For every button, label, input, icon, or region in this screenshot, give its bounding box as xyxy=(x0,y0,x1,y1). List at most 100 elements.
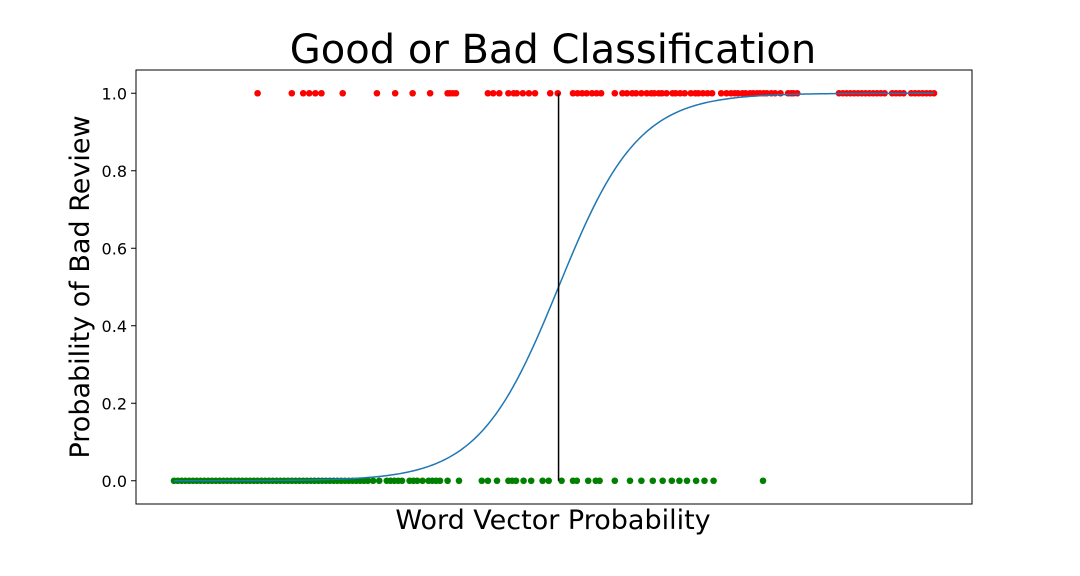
good-review-point xyxy=(573,477,581,485)
bad-review-point xyxy=(734,89,742,97)
bad-review-point xyxy=(254,89,261,97)
bad-review-point xyxy=(651,89,658,97)
bad-review-point xyxy=(531,89,539,97)
bad-review-point xyxy=(452,89,460,97)
bad-review-point xyxy=(623,89,631,97)
bad-review-point xyxy=(742,89,749,97)
good-review-point xyxy=(369,477,377,485)
bad-review-point xyxy=(588,89,596,97)
good-review-point xyxy=(419,477,426,485)
bad-review-point xyxy=(619,89,626,97)
good-review-point xyxy=(527,477,535,485)
good-review-point xyxy=(398,477,406,485)
bad-review-point xyxy=(583,89,590,97)
good-review-point xyxy=(539,477,546,485)
good-review-point xyxy=(478,477,486,485)
axes-frame xyxy=(135,69,973,505)
bad-review-point xyxy=(578,89,586,97)
bad-review-point xyxy=(574,89,581,97)
good-review-point xyxy=(676,477,683,485)
bad-review-point xyxy=(505,89,512,97)
bad-review-point xyxy=(643,89,651,97)
y-tick-label: 0.4 xyxy=(102,317,127,336)
good-review-point xyxy=(444,477,451,485)
bad-review-point xyxy=(793,89,801,97)
y-tick-label: 0.6 xyxy=(102,239,127,258)
bad-review-point xyxy=(554,89,562,97)
y-tick-label: 0.8 xyxy=(102,162,127,181)
good-review-point xyxy=(649,477,657,485)
bad-review-point xyxy=(593,89,600,97)
good-review-point xyxy=(493,477,501,485)
good-review-point xyxy=(484,477,492,485)
bad-review-point xyxy=(569,89,577,97)
bad-review-point xyxy=(525,89,533,97)
good-review-point xyxy=(638,477,645,485)
bad-review-point xyxy=(632,89,640,97)
bad-review-point xyxy=(299,89,307,97)
bad-review-point xyxy=(704,89,711,97)
y-tick-label: 0.0 xyxy=(102,472,127,491)
bad-review-point xyxy=(318,89,325,97)
good-review-point xyxy=(436,477,444,485)
bad-review-point xyxy=(426,89,434,97)
y-tick-label: 0.2 xyxy=(102,394,127,413)
plot-area xyxy=(170,89,938,485)
bad-review-point xyxy=(288,89,296,97)
bad-review-point xyxy=(489,89,497,97)
axes xyxy=(135,69,973,505)
x-axis-label: Word Vector Probability xyxy=(395,505,710,536)
bad-review-point xyxy=(672,89,679,97)
bad-review-point xyxy=(687,89,695,97)
good-review-point xyxy=(611,477,619,485)
y-tick-label: 1.0 xyxy=(102,84,127,103)
good-review-point xyxy=(558,477,565,485)
good-review-point xyxy=(584,477,592,485)
bad-review-point xyxy=(373,89,381,97)
good-review-point xyxy=(455,477,463,485)
bad-review-point xyxy=(708,89,716,97)
y-axis-label: Probability of Bad Review xyxy=(65,115,96,458)
good-review-point xyxy=(626,477,634,485)
good-review-point xyxy=(364,477,372,485)
bad-review-point xyxy=(391,89,399,97)
good-review-point xyxy=(520,477,527,485)
bad-review-point xyxy=(681,89,689,97)
bad-review-point xyxy=(663,89,670,97)
good-review-point xyxy=(413,477,421,485)
good-review-point xyxy=(375,477,383,485)
bad-review-point xyxy=(305,89,313,97)
bad-review-point xyxy=(723,89,730,97)
logistic-curve xyxy=(174,92,934,482)
bad-review-point xyxy=(513,89,521,97)
bad-review-point xyxy=(484,89,492,97)
good-review-point xyxy=(545,477,552,485)
bad-review-point xyxy=(658,89,666,97)
good-review-point xyxy=(710,477,717,485)
bad-review-point xyxy=(717,89,725,97)
bad-review-point xyxy=(519,89,527,97)
bad-review-point xyxy=(339,89,347,97)
good-review-point xyxy=(596,477,603,485)
bad-review-point xyxy=(695,89,702,97)
y-axis-ticks: 0.0 0.2 0.4 0.6 0.8 1.0 xyxy=(102,84,136,491)
bad-review-point xyxy=(699,89,707,97)
bad-review-point xyxy=(495,89,503,97)
bad-review-point xyxy=(611,89,619,97)
good-review-point xyxy=(659,477,666,485)
good-review-point xyxy=(701,477,708,485)
bad-review-point xyxy=(409,89,416,97)
bad-review-point xyxy=(312,89,319,97)
bad-review-point xyxy=(597,89,605,97)
bad-review-point xyxy=(546,89,554,97)
bad-review-point xyxy=(676,89,684,97)
bad-review-point xyxy=(638,89,645,97)
good-review-point xyxy=(512,477,520,485)
good-review-point xyxy=(668,477,676,485)
good-review-point xyxy=(759,477,767,485)
good-review-point xyxy=(692,477,700,485)
chart-title: Good or Bad Classification xyxy=(290,27,816,73)
good-review-point xyxy=(683,477,691,485)
